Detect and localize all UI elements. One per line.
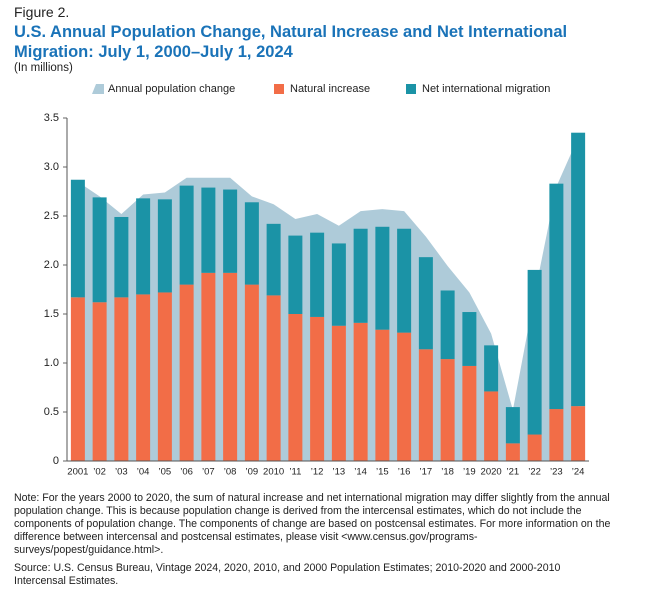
bar: [114, 216, 129, 298]
bar: [244, 202, 259, 285]
bar: [505, 407, 520, 444]
bar: [266, 295, 281, 461]
bar: [70, 297, 85, 461]
y-tick-label: 2.5: [44, 210, 59, 222]
bar: [375, 226, 390, 330]
x-tick-label: 2010: [263, 467, 284, 478]
bar: [136, 198, 151, 295]
y-tick-label: 0: [53, 455, 59, 467]
x-tick-label: ’13: [333, 467, 346, 478]
x-tick-label: ’12: [311, 467, 324, 478]
bar: [549, 409, 564, 461]
bar: [440, 290, 455, 360]
x-tick-label: ’16: [398, 467, 411, 478]
bar: [484, 391, 499, 461]
area: [77, 137, 579, 461]
x-tick-label: ’23: [550, 467, 563, 478]
x-tick-label: ’08: [224, 467, 237, 478]
bar: [397, 228, 412, 333]
bar: [527, 434, 542, 461]
x-tick-label: ’03: [115, 467, 128, 478]
bar: [331, 325, 346, 461]
y-tick-label: 3.5: [44, 112, 59, 124]
x-tick-label: ’09: [246, 467, 259, 478]
x-tick-label: ’07: [202, 467, 215, 478]
bar: [549, 183, 564, 410]
bar: [244, 284, 259, 461]
bar: [223, 272, 238, 461]
bar: [571, 132, 586, 407]
x-tick-label: ’14: [354, 467, 367, 478]
bar: [331, 243, 346, 326]
bar: [462, 365, 477, 461]
bar: [92, 197, 107, 303]
bar: [136, 294, 151, 461]
bar: [201, 187, 216, 273]
y-tick-label: 2.0: [44, 259, 59, 271]
x-tick-label: ’17: [420, 467, 433, 478]
bar: [179, 284, 194, 461]
legend-swatch: [406, 84, 416, 94]
bar: [375, 329, 390, 461]
bar: [223, 189, 238, 273]
note: Note: For the years 2000 to 2020, the su…: [14, 492, 611, 556]
legend-label: Natural increase: [290, 83, 370, 95]
bar: [288, 314, 303, 461]
chart: 0 0.5 1.0 1.5 2.0 2.5 3.0 3.5 2001 ’02 ’03 ’04 ’05 ’0…: [44, 83, 589, 478]
legend-swatch: [274, 84, 284, 94]
bar: [114, 297, 129, 461]
bar: [310, 316, 325, 461]
bar: [505, 443, 520, 461]
x-tick-label: ’02: [93, 467, 106, 478]
x-tick-label: 2020: [481, 467, 502, 478]
bar: [266, 223, 281, 296]
bar: [70, 179, 85, 298]
chart-title: U.S. Annual Population Change, Natural I…: [14, 23, 568, 61]
legend-label: Net international migration: [422, 83, 550, 95]
bar: [462, 312, 477, 366]
x-tick-label: ’21: [507, 467, 520, 478]
x-tick-label: 2001: [67, 467, 88, 478]
bar: [527, 269, 542, 435]
bar: [288, 235, 303, 314]
bar: [353, 228, 368, 323]
figure-label: Figure 2.: [14, 4, 70, 20]
x-tick-label: ’05: [159, 467, 172, 478]
bar: [397, 332, 412, 461]
x-tick-label: ’19: [463, 467, 476, 478]
y-tick-label: 1.0: [44, 357, 59, 369]
bar: [157, 199, 172, 293]
bar: [571, 406, 586, 461]
bar: [418, 349, 433, 461]
bar: [201, 272, 216, 461]
bar: [179, 185, 194, 285]
bar: [418, 257, 433, 350]
bar: [310, 232, 325, 317]
bar: [440, 359, 455, 461]
y-tick-label: 3.0: [44, 161, 59, 173]
bar: [353, 322, 368, 461]
bar: [484, 345, 499, 392]
bar: [157, 292, 172, 461]
x-tick-label: ’18: [441, 467, 454, 478]
x-tick-label: ’15: [376, 467, 389, 478]
y-tick-label: 1.5: [44, 308, 59, 320]
chart-subtitle: (In millions): [14, 62, 73, 74]
x-tick-label: ’04: [137, 467, 150, 478]
y-tick-label: 0.5: [44, 406, 59, 418]
bar: [92, 302, 107, 461]
legend-label: Annual population change: [108, 83, 235, 95]
legend-swatch: [92, 84, 104, 94]
source: Source: U.S. Census Bureau, Vintage 2024…: [14, 562, 561, 587]
x-tick-label: ’24: [572, 467, 585, 478]
x-tick-label: ’22: [528, 467, 541, 478]
x-tick-label: ’06: [180, 467, 193, 478]
x-tick-label: ’11: [289, 467, 301, 478]
